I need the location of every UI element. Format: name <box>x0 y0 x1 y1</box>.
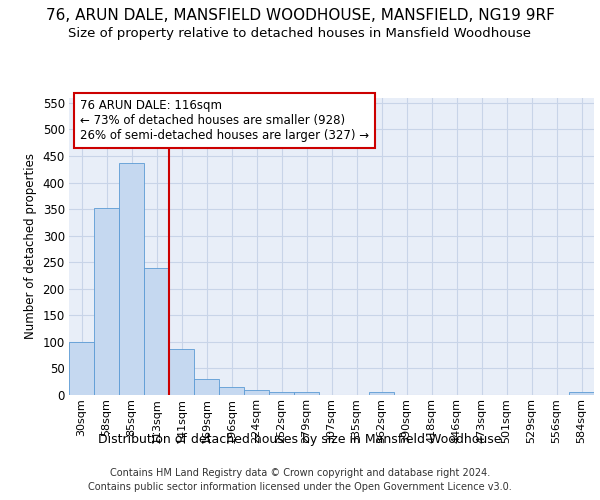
Text: Size of property relative to detached houses in Mansfield Woodhouse: Size of property relative to detached ho… <box>68 28 532 40</box>
Bar <box>144 268 169 395</box>
Bar <box>569 392 594 395</box>
Text: Distribution of detached houses by size in Mansfield Woodhouse: Distribution of detached houses by size … <box>98 432 502 446</box>
Bar <box>94 208 119 395</box>
Text: 76 ARUN DALE: 116sqm
← 73% of detached houses are smaller (928)
26% of semi-deta: 76 ARUN DALE: 116sqm ← 73% of detached h… <box>79 99 368 142</box>
Bar <box>294 392 319 395</box>
Bar <box>119 164 144 395</box>
Text: 76, ARUN DALE, MANSFIELD WOODHOUSE, MANSFIELD, NG19 9RF: 76, ARUN DALE, MANSFIELD WOODHOUSE, MANS… <box>46 8 554 22</box>
Bar <box>244 390 269 395</box>
Text: Contains HM Land Registry data © Crown copyright and database right 2024.: Contains HM Land Registry data © Crown c… <box>110 468 490 477</box>
Text: Contains public sector information licensed under the Open Government Licence v3: Contains public sector information licen… <box>88 482 512 492</box>
Y-axis label: Number of detached properties: Number of detached properties <box>24 153 37 340</box>
Bar <box>69 342 94 395</box>
Bar <box>194 379 219 395</box>
Bar <box>219 387 244 395</box>
Bar <box>169 350 194 395</box>
Bar <box>369 392 394 395</box>
Bar <box>269 392 294 395</box>
